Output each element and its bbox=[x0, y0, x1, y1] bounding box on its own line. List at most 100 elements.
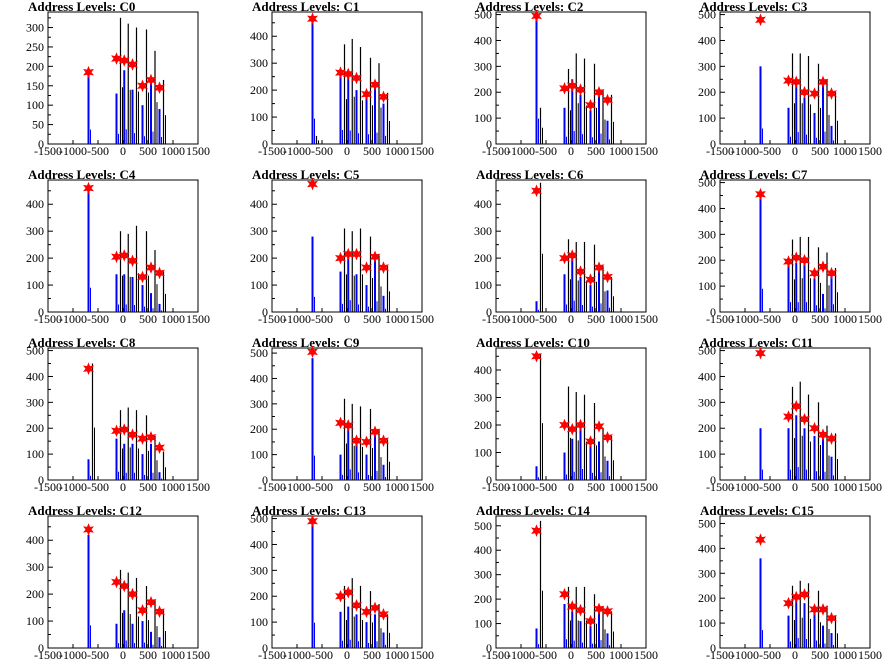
x-tick-label: 500 bbox=[363, 648, 381, 662]
peak-star-marker bbox=[826, 266, 837, 280]
peak-star-marker bbox=[809, 266, 820, 280]
panel-title: Address Levels: C11 bbox=[700, 335, 813, 350]
peak-star-marker bbox=[566, 79, 578, 93]
x-tick-label: -1500 bbox=[482, 480, 510, 494]
peak-star-marker bbox=[361, 261, 372, 274]
panel-plot: Address Levels: C12 0 100 200 300 400 -1500-10… bbox=[26, 503, 210, 662]
x-tick-label: -500 bbox=[87, 480, 109, 494]
y-tick-label: 200 bbox=[250, 422, 268, 436]
x-tick-label: -1500 bbox=[706, 480, 734, 494]
y-tick-label: 0 bbox=[486, 641, 492, 655]
x-tick-label: 1000 bbox=[385, 144, 409, 158]
peak-star-marker bbox=[145, 261, 157, 274]
x-tick-label: -500 bbox=[535, 480, 557, 494]
peak-star-marker bbox=[378, 90, 389, 104]
peak-star-marker bbox=[127, 254, 138, 268]
y-tick-label: 500 bbox=[250, 512, 268, 526]
peak-star-marker bbox=[118, 249, 130, 262]
peak-star-marker bbox=[145, 595, 157, 609]
x-tick-label: 1000 bbox=[609, 480, 633, 494]
y-tick-label: 500 bbox=[474, 519, 492, 533]
peak-star-marker bbox=[307, 177, 318, 191]
x-tick-label: 0 bbox=[568, 312, 574, 326]
y-tick-label: 300 bbox=[26, 21, 44, 35]
x-tick-label: -1000 bbox=[731, 312, 759, 326]
y-tick-label: 400 bbox=[250, 537, 268, 551]
x-tick-label: 500 bbox=[139, 480, 157, 494]
peak-star-marker bbox=[602, 270, 613, 284]
peak-star-marker bbox=[154, 605, 165, 618]
y-tick-label: 300 bbox=[250, 563, 268, 577]
peak-star-marker bbox=[118, 54, 130, 67]
y-tick-label: 100 bbox=[474, 278, 492, 292]
y-tick-label: 200 bbox=[26, 59, 44, 73]
y-tick-label: 100 bbox=[250, 278, 268, 292]
x-tick-label: 500 bbox=[811, 480, 829, 494]
y-tick-label: 300 bbox=[474, 391, 492, 405]
peak-star-marker bbox=[351, 247, 362, 261]
histogram-panel: Address Levels: C2 0 100 200 300 400 500 -1500-… bbox=[448, 0, 672, 168]
x-tick-label: -1500 bbox=[258, 480, 286, 494]
peak-star-marker bbox=[783, 410, 794, 423]
y-tick-label: 200 bbox=[250, 589, 268, 603]
y-tick-label: 100 bbox=[698, 616, 716, 630]
y-tick-label: 400 bbox=[26, 533, 44, 547]
peak-star-marker bbox=[361, 605, 372, 619]
x-tick-label: 1500 bbox=[858, 648, 882, 662]
peak-star-marker bbox=[137, 270, 148, 284]
y-tick-label: 0 bbox=[262, 473, 268, 487]
x-tick-label: -500 bbox=[759, 648, 781, 662]
peak-star-marker bbox=[817, 603, 829, 616]
histogram-panel: Address Levels: C8 0 100 200 300 400 500 -1500-… bbox=[0, 335, 224, 504]
y-tick-label: 100 bbox=[250, 615, 268, 629]
y-tick-label: 200 bbox=[698, 591, 716, 605]
y-tick-label: 400 bbox=[250, 29, 268, 43]
x-tick-label: 500 bbox=[139, 144, 157, 158]
x-tick-label: 1500 bbox=[410, 480, 434, 494]
peak-star-marker bbox=[154, 441, 165, 454]
peak-star-marker bbox=[145, 73, 157, 87]
peak-star-marker bbox=[351, 598, 362, 612]
peak-star-marker bbox=[307, 514, 318, 528]
y-tick-label: 0 bbox=[262, 641, 268, 655]
peak-star-marker bbox=[335, 589, 346, 603]
panel-title: Address Levels: C8 bbox=[28, 335, 136, 350]
y-tick-label: 300 bbox=[698, 395, 716, 409]
y-tick-label: 500 bbox=[474, 8, 492, 22]
peak-star-marker bbox=[799, 588, 810, 601]
x-tick-label: -1500 bbox=[34, 648, 62, 662]
peak-star-marker bbox=[342, 419, 354, 432]
y-tick-label: 200 bbox=[698, 85, 716, 99]
y-tick-label: 100 bbox=[26, 614, 44, 628]
peak-star-marker bbox=[118, 423, 130, 436]
y-tick-label: 400 bbox=[250, 371, 268, 385]
peak-star-marker bbox=[575, 83, 586, 96]
peak-star-marker bbox=[809, 603, 820, 616]
x-tick-label: 0 bbox=[120, 480, 126, 494]
x-tick-label: 1000 bbox=[833, 312, 857, 326]
x-tick-label: -500 bbox=[759, 144, 781, 158]
histogram-panel: Address Levels: C7 0 100 200 300 400 500 -1500-… bbox=[672, 167, 896, 336]
x-tick-label: 1000 bbox=[161, 480, 185, 494]
y-tick-label: 300 bbox=[26, 395, 44, 409]
peak-star-marker bbox=[83, 181, 94, 195]
y-tick-label: 0 bbox=[710, 473, 716, 487]
y-tick-label: 400 bbox=[250, 197, 268, 211]
peak-star-marker bbox=[593, 602, 605, 616]
y-tick-label: 300 bbox=[250, 397, 268, 411]
panel-title: Address Levels: C7 bbox=[700, 167, 808, 182]
histogram-panel: Address Levels: C0 0 50 100 150 200 250 300 -150… bbox=[0, 0, 224, 168]
x-tick-label: 0 bbox=[792, 312, 798, 326]
x-tick-label: -1000 bbox=[731, 480, 759, 494]
peak-star-marker bbox=[790, 399, 802, 413]
x-tick-label: 1500 bbox=[634, 480, 658, 494]
y-tick-label: 200 bbox=[26, 251, 44, 265]
peak-star-marker bbox=[154, 266, 165, 280]
histogram-panel: Address Levels: C14 0 100 200 300 400 500 -1500… bbox=[448, 503, 672, 672]
x-tick-label: 1500 bbox=[634, 312, 658, 326]
y-tick-label: 300 bbox=[698, 59, 716, 73]
peak-star-marker bbox=[755, 13, 766, 27]
y-tick-label: 500 bbox=[698, 516, 716, 530]
y-tick-label: 400 bbox=[26, 197, 44, 211]
